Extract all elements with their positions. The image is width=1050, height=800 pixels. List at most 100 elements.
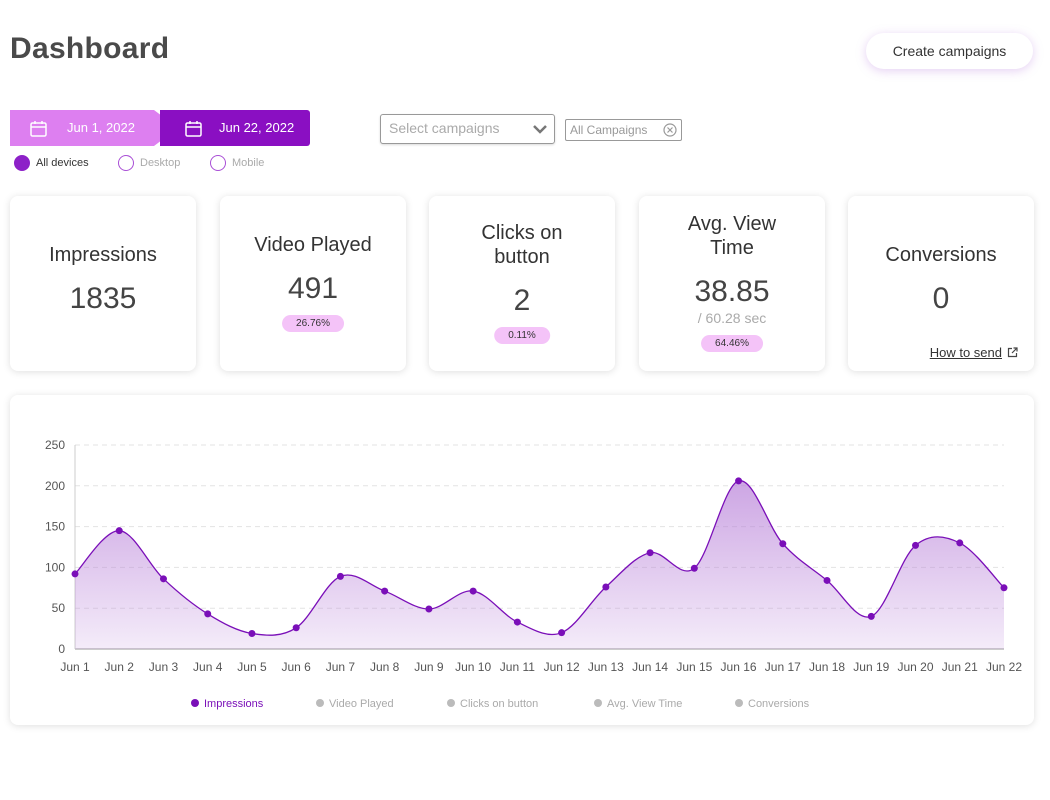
y-tick-label: 100: [45, 560, 65, 574]
campaign-tag[interactable]: All Campaigns: [565, 119, 682, 141]
data-point: [425, 605, 433, 613]
legend-item[interactable]: Impressions: [191, 698, 264, 710]
data-point: [248, 629, 256, 637]
percentage-badge: 0.11%: [494, 327, 550, 344]
data-point: [469, 587, 477, 595]
video-played-card: Video Played 491 26.76%: [220, 196, 406, 371]
x-tick-label: Jun 14: [632, 660, 668, 674]
x-tick-label: Jun 1: [60, 660, 90, 674]
data-point: [735, 477, 743, 485]
y-tick-label: 0: [58, 642, 65, 656]
y-tick-label: 250: [45, 438, 65, 452]
data-point: [1000, 584, 1008, 592]
x-tick-label: Jun 7: [326, 660, 356, 674]
x-tick-label: Jun 6: [282, 660, 312, 674]
end-date-label: Jun 22, 2022: [219, 120, 295, 135]
legend-label: Avg. View Time: [607, 698, 682, 710]
data-point: [381, 587, 389, 595]
data-point: [71, 570, 79, 578]
clicks-card: Clicks on button 2 0.11%: [429, 196, 615, 371]
external-link-icon: [1007, 347, 1018, 358]
radio-icon[interactable]: [118, 155, 134, 171]
x-tick-label: Jun 16: [721, 660, 757, 674]
data-point: [823, 576, 831, 584]
card-title: Video Played: [254, 234, 372, 256]
legend-label: Impressions: [204, 698, 264, 710]
page-title: Dashboard: [10, 32, 170, 65]
card-value: 2: [513, 284, 531, 317]
start-date-button[interactable]: Jun 1, 2022: [10, 110, 178, 146]
legend-item[interactable]: Conversions: [735, 698, 810, 710]
start-date-label: Jun 1, 2022: [67, 120, 135, 135]
x-tick-label: Jun 5: [237, 660, 267, 674]
campaign-tag-label: All Campaigns: [570, 123, 648, 137]
data-point: [602, 583, 610, 591]
x-tick-label: Jun 19: [853, 660, 889, 674]
card-title: Avg. View Time: [687, 213, 777, 259]
legend-marker: [316, 699, 324, 707]
data-point: [513, 618, 521, 626]
device-option-all[interactable]: All devices: [14, 155, 89, 171]
x-tick-label: Jun 8: [370, 660, 400, 674]
close-icon[interactable]: [663, 123, 677, 137]
data-point: [690, 564, 698, 572]
data-point: [204, 610, 212, 618]
x-tick-label: Jun 10: [455, 660, 491, 674]
conversions-card: Conversions 0 How to send: [848, 196, 1034, 371]
card-title: Impressions: [49, 244, 157, 266]
avg-view-time-card: Avg. View Time 38.85 / 60.28 sec 64.46%: [639, 196, 825, 371]
campaign-select[interactable]: Select campaigns: [380, 114, 555, 144]
campaign-select-placeholder: Select campaigns: [389, 120, 500, 136]
percentage-badge: 26.76%: [282, 315, 344, 332]
impressions-card: Impressions 1835: [10, 196, 196, 371]
end-date-button[interactable]: Jun 22, 2022: [160, 110, 310, 146]
data-point: [867, 612, 875, 620]
data-point: [956, 539, 964, 547]
legend-marker: [594, 699, 602, 707]
how-to-send-link[interactable]: How to send: [930, 345, 1018, 360]
device-option-desktop[interactable]: Desktop: [118, 155, 180, 171]
data-point: [779, 540, 787, 548]
device-option-mobile[interactable]: Mobile: [210, 155, 264, 171]
impressions-area: [75, 480, 1004, 649]
card-value: 1835: [69, 282, 137, 315]
legend-item[interactable]: Video Played: [316, 698, 394, 710]
legend-label: Video Played: [329, 698, 394, 710]
card-value: 0: [932, 282, 950, 315]
legend-item[interactable]: Avg. View Time: [594, 698, 682, 710]
create-campaigns-button[interactable]: Create campaigns: [866, 33, 1033, 69]
radio-icon[interactable]: [210, 155, 226, 171]
x-tick-label: Jun 21: [942, 660, 978, 674]
legend-marker: [447, 699, 455, 707]
data-point: [558, 629, 566, 637]
x-tick-label: Jun 17: [765, 660, 801, 674]
x-tick-label: Jun 9: [414, 660, 444, 674]
x-tick-label: Jun 2: [105, 660, 135, 674]
legend-label: Clicks on button: [460, 698, 538, 710]
calendar-icon: [30, 121, 47, 137]
data-point: [646, 549, 654, 557]
how-to-send-label: How to send: [929, 345, 1002, 360]
x-tick-label: Jun 18: [809, 660, 845, 674]
percentage-badge: 64.46%: [701, 335, 763, 352]
data-point: [336, 572, 344, 580]
x-tick-label: Jun 20: [898, 660, 934, 674]
card-value: 491: [287, 272, 339, 305]
x-tick-label: Jun 3: [149, 660, 179, 674]
data-point: [292, 624, 300, 632]
data-point: [159, 575, 167, 583]
y-tick-label: 50: [52, 601, 66, 615]
card-title: Clicks on button: [481, 222, 563, 268]
chevron-down-icon: [533, 125, 547, 134]
impressions-chart: 0 50 100 150 200 250 Jun 1 Jun 2 Jun 3 Jun 4 Jun 5…: [45, 438, 1022, 710]
calendar-icon: [185, 121, 202, 137]
x-tick-label: Jun 11: [500, 660, 535, 674]
x-tick-label: Jun 4: [193, 660, 223, 674]
legend-item[interactable]: Clicks on button: [447, 698, 538, 710]
x-tick-label: Jun 15: [676, 660, 712, 674]
card-title: Conversions: [885, 244, 997, 266]
chart-card: 0 50 100 150 200 250 Jun 1 Jun 2 Jun 3 Jun 4 Jun 5…: [10, 395, 1034, 725]
radio-selected-icon[interactable]: [14, 155, 30, 171]
y-tick-label: 200: [45, 479, 65, 493]
date-range-picker[interactable]: Jun 1, 2022 Jun 22, 2022: [10, 110, 310, 146]
